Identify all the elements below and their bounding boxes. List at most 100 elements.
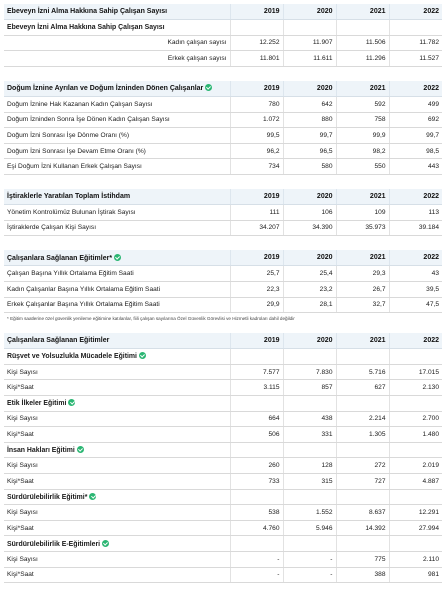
cell-value: 17.015 bbox=[388, 364, 442, 381]
cell-value: 96,5 bbox=[282, 143, 336, 160]
year-header: 2020 bbox=[282, 188, 336, 206]
section-title: Çalışanlara Sağlanan Eğitimler bbox=[4, 333, 230, 350]
table-row: Erkek Çalışanlar Başına Yıllık Ortalama … bbox=[4, 297, 442, 314]
cell-value: 99,7 bbox=[388, 127, 442, 144]
section-title: Ebeveyn İzni Alma Hakkına Sahip Çalışan … bbox=[4, 4, 230, 21]
subsection-title: Sürdürülebilirlik Eğitimi* bbox=[4, 489, 230, 506]
spacer bbox=[4, 67, 442, 81]
cell-value: 506 bbox=[229, 426, 283, 443]
year-header: 2019 bbox=[229, 80, 283, 97]
year-header: 2020 bbox=[282, 80, 336, 97]
cell-value: 11.296 bbox=[335, 50, 389, 67]
cell-value: 2.214 bbox=[335, 411, 389, 428]
subsection-title-text: Rüşvet ve Yolsuzlukla Mücadele Eğitimi bbox=[7, 353, 137, 361]
cell-value: 550 bbox=[335, 158, 389, 175]
table-row: Kişi Sayısı 260 128 272 2.019 bbox=[4, 457, 442, 474]
table-header: İştiraklerle Yaratılan Toplam İstihdam 2… bbox=[4, 188, 442, 206]
row-label: Kişi Sayısı bbox=[4, 457, 230, 474]
cell-value: - bbox=[282, 567, 336, 584]
spacer bbox=[4, 236, 442, 250]
row-label: Kişi Sayısı bbox=[4, 504, 230, 521]
cell-value: 11.506 bbox=[335, 35, 389, 52]
year-header: 2019 bbox=[229, 188, 283, 206]
cell-value: 109 bbox=[335, 204, 389, 221]
year-header: 2020 bbox=[282, 250, 336, 267]
year-header: 2019 bbox=[229, 4, 283, 21]
cell-value: 664 bbox=[229, 411, 283, 428]
cell-value: 2.700 bbox=[388, 411, 442, 428]
spacer bbox=[4, 325, 442, 333]
cell-value: 1.072 bbox=[229, 112, 283, 129]
cell-value: 775 bbox=[335, 551, 389, 568]
table-row: Kişi*Saat 733 315 727 4.887 bbox=[4, 473, 442, 490]
cell-value: - bbox=[282, 551, 336, 568]
row-label: Kişi Sayısı bbox=[4, 411, 230, 428]
subsection-row: Ebeveyn İzni Alma Hakkına Sahip Çalışan … bbox=[4, 19, 442, 36]
cell-value: 580 bbox=[282, 158, 336, 175]
row-label: Kişi Sayısı bbox=[4, 364, 230, 381]
section-title: Çalışanlara Sağlanan Eğitimler* bbox=[4, 250, 230, 267]
row-label: Kişi*Saat bbox=[4, 473, 230, 490]
year-header: 2020 bbox=[282, 4, 336, 21]
year-header: 2022 bbox=[388, 188, 442, 206]
cell-value: 780 bbox=[229, 96, 283, 113]
cell-value: 14.392 bbox=[335, 520, 389, 537]
row-label: Çalışan Başına Yıllık Ortalama Eğitim Sa… bbox=[4, 265, 230, 282]
footnote: * Eğitim saatlerine özel güvenlik yenile… bbox=[7, 316, 295, 322]
checkmark-icon bbox=[138, 352, 146, 360]
cell-value: 1.552 bbox=[282, 504, 336, 521]
cell-value: 43 bbox=[388, 265, 442, 282]
table-row: Doğum İzni Sonrası İşe Devam Etme Oranı … bbox=[4, 143, 442, 160]
cell-value: 28,1 bbox=[282, 297, 336, 314]
subsidiaries-table: İştiraklerle Yaratılan Toplam İstihdam 2… bbox=[4, 188, 442, 237]
year-header: 2019 bbox=[229, 250, 283, 267]
year-header: 2022 bbox=[388, 4, 442, 21]
cell-value: 2.130 bbox=[388, 379, 442, 396]
table-row: İştiraklerde Çalışan Kişi Sayısı 34.207 … bbox=[4, 220, 442, 237]
cell-value: 26,7 bbox=[335, 281, 389, 298]
table-row: Kişi*Saat - - 388 981 bbox=[4, 567, 442, 584]
table-header: Çalışanlara Sağlanan Eğitimler 2019 2020… bbox=[4, 333, 442, 350]
subsection-title: Rüşvet ve Yolsuzlukla Mücadele Eğitimi bbox=[4, 348, 230, 365]
subsection-title: Etik İlkeler Eğitimi bbox=[4, 395, 230, 412]
cell-value: 22,3 bbox=[229, 281, 283, 298]
cell-value: - bbox=[229, 551, 283, 568]
table-row: Yönetim Kontrolümüz Bulunan İştirak Sayı… bbox=[4, 204, 442, 221]
row-label: Kişi*Saat bbox=[4, 520, 230, 537]
cell-value: 11.801 bbox=[229, 50, 283, 67]
checkmark-icon bbox=[205, 84, 213, 92]
cell-value: 98,5 bbox=[388, 143, 442, 160]
cell-value: 27.994 bbox=[388, 520, 442, 537]
row-label: Doğum İzninden Sonra İşe Dönen Kadın Çal… bbox=[4, 112, 230, 129]
cell-value: 128 bbox=[282, 457, 336, 474]
cell-value: 11.527 bbox=[388, 50, 442, 67]
cell-value: 7.830 bbox=[282, 364, 336, 381]
table-row: Doğum İznine Hak Kazanan Kadın Çalışan S… bbox=[4, 96, 442, 113]
cell-value: 438 bbox=[282, 411, 336, 428]
row-label: Doğum İzni Sonrası İşe Dönme Oranı (%) bbox=[4, 127, 230, 144]
subsection-title: İnsan Hakları Eğitimi bbox=[4, 442, 230, 459]
year-header: 2020 bbox=[282, 333, 336, 350]
cell-value: 106 bbox=[282, 204, 336, 221]
spacer bbox=[4, 175, 442, 189]
year-header: 2021 bbox=[335, 4, 389, 21]
cell-value: 111 bbox=[229, 204, 283, 221]
cell-value: 11.611 bbox=[282, 50, 336, 67]
cell-value: 39,5 bbox=[388, 281, 442, 298]
subsection-title-text: Sürdürülebilirlik Eğitimi* bbox=[7, 493, 88, 501]
year-header: 2021 bbox=[335, 250, 389, 267]
subsection-title-text: Sürdürülebilirlik E-Eğitimleri bbox=[7, 540, 101, 548]
checkmark-icon bbox=[102, 539, 110, 547]
row-label: Kişi*Saat bbox=[4, 379, 230, 396]
cell-value: 1.305 bbox=[335, 426, 389, 443]
table-row: Kişi Sayısı 538 1.552 8.637 12.291 bbox=[4, 504, 442, 521]
cell-value: 538 bbox=[229, 504, 283, 521]
cell-value: 499 bbox=[388, 96, 442, 113]
cell-value: 47,5 bbox=[388, 297, 442, 314]
cell-value: 4.887 bbox=[388, 473, 442, 490]
cell-value: 981 bbox=[388, 567, 442, 584]
cell-value: 2.019 bbox=[388, 457, 442, 474]
cell-value: - bbox=[229, 567, 283, 584]
parental-leave-table: Ebeveyn İzni Alma Hakkına Sahip Çalışan … bbox=[4, 4, 442, 67]
cell-value: 388 bbox=[335, 567, 389, 584]
